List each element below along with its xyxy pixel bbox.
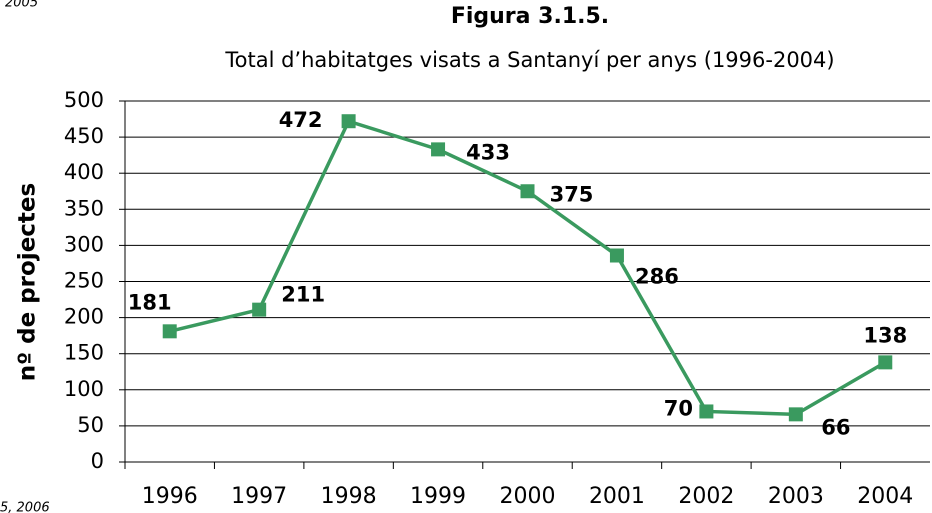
- chart-subtitle: Total d’habitatges visats a Santanyí per…: [224, 48, 834, 72]
- y-tick-label: 500: [64, 88, 104, 112]
- y-tick-label: 300: [64, 232, 104, 256]
- x-tick-label: 1999: [410, 484, 466, 509]
- fragment: 2005: [5, 0, 38, 11]
- y-tick-label: 150: [64, 341, 104, 365]
- data-label: 286: [635, 265, 679, 289]
- marker: [431, 142, 446, 157]
- x-tick-label: 2004: [857, 484, 913, 509]
- marker: [699, 404, 714, 419]
- data-label: 375: [550, 182, 594, 206]
- x-tick-label: 1998: [321, 484, 377, 509]
- data-label: 472: [279, 108, 323, 132]
- x-tick-label: 1997: [231, 484, 287, 509]
- x-tick-label: 2001: [589, 484, 645, 509]
- marker: [252, 302, 267, 317]
- data-label: 181: [128, 290, 172, 314]
- marker: [341, 114, 356, 129]
- marker: [162, 324, 177, 339]
- x-tick-label: 2000: [500, 484, 556, 509]
- y-tick-label: 400: [64, 160, 104, 184]
- data-label: 211: [281, 283, 325, 307]
- x-tick-label: 2003: [768, 484, 824, 509]
- marker: [520, 184, 535, 199]
- fragment: 5, 2006: [0, 501, 50, 513]
- y-tick-label: 50: [77, 413, 104, 437]
- marker: [609, 248, 624, 263]
- x-tick-label: 2002: [678, 484, 734, 509]
- y-tick-label: 200: [64, 305, 104, 329]
- y-tick-label: 450: [64, 124, 104, 148]
- y-tick-label: 0: [91, 449, 104, 473]
- data-label: 138: [863, 323, 907, 347]
- line: [169, 119, 887, 417]
- marker: [788, 407, 803, 422]
- data-label: 433: [466, 140, 510, 164]
- y-tick-label: 250: [64, 269, 104, 293]
- chart-title: Figura 3.1.5.: [451, 4, 609, 29]
- y-axis-label: nº de projectes: [15, 183, 41, 381]
- y-tick-label: 350: [64, 196, 104, 220]
- data-label: 66: [821, 415, 850, 439]
- data-label: 70: [664, 396, 693, 420]
- y-tick-label: 100: [64, 377, 104, 401]
- x-tick-label: 1996: [142, 484, 198, 509]
- marker: [878, 355, 893, 370]
